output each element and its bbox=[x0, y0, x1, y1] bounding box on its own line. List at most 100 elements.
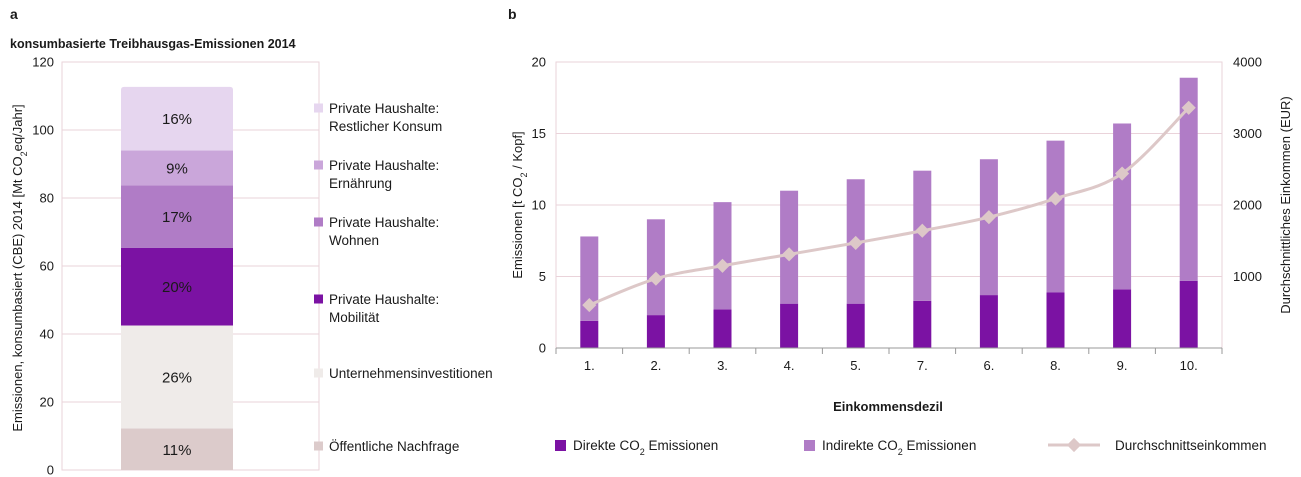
panel-a-bar-segment bbox=[121, 325, 233, 429]
panel-a-legend-swatch bbox=[314, 368, 323, 378]
panel-b-legend-label-direct: Direkte CO2 Emissionen bbox=[573, 438, 718, 457]
panel-a-legend-label: Private Haushalte: Ernährung bbox=[329, 158, 439, 191]
panel-a-y-tick-label: 20 bbox=[40, 395, 54, 410]
panel-b-x-tick-label: 2. bbox=[650, 358, 661, 373]
panel-a-bar-segment bbox=[121, 428, 233, 470]
panel-b-bar-direct bbox=[580, 320, 599, 348]
panel-a-title: konsumbasierte Treibhausgas-Emissionen 2… bbox=[10, 37, 296, 51]
panel-a-y-tick-label: 40 bbox=[40, 327, 54, 342]
panel-b-right-y-tick-label: 3000 bbox=[1233, 126, 1262, 141]
panel-a-legend-label: Private Haushalte: Wohnen bbox=[329, 215, 439, 248]
panel-b-x-tick-label: 5. bbox=[850, 358, 861, 373]
panel-b-left-y-tick-label: 5 bbox=[539, 269, 546, 284]
panel-b-bar-direct bbox=[1179, 280, 1198, 348]
panel-b-left-y-ticks: 0 5 10 15 20 bbox=[532, 55, 546, 356]
panel-b-x-tick-label: 8. bbox=[1050, 358, 1061, 373]
panel-b-bar-direct bbox=[979, 295, 998, 348]
panel-a-y-tick-label: 80 bbox=[40, 191, 54, 206]
panel-a-bar-segment bbox=[121, 86, 233, 151]
panel-b-x-tick-label: 10. bbox=[1180, 358, 1198, 373]
panel-b-income-point bbox=[715, 258, 730, 273]
panel-a-y-tick-label: 60 bbox=[40, 259, 54, 274]
panel-a-legend-label: Öffentliche Nachfrage bbox=[329, 439, 459, 454]
panel-b-income-line bbox=[582, 100, 1196, 313]
panel-b-bar-direct bbox=[646, 315, 665, 348]
panel-b-income-point bbox=[648, 271, 663, 286]
panel-b-x-axis-label: Einkommensdezil bbox=[833, 399, 943, 414]
panel-a-legend-label: Unternehmensinvestitionen bbox=[329, 366, 493, 381]
panel-b-bar-direct bbox=[1113, 289, 1132, 348]
panel-a-label: a bbox=[10, 6, 18, 22]
panel-b-legend: Direkte CO2 Emissionen Indirekte CO2 Emis… bbox=[555, 437, 1267, 457]
panel-a-bar-data-label: 16% bbox=[162, 111, 192, 128]
panel-a-stacked-bar: 11% 26% 20% 17% 9% 16% bbox=[121, 86, 233, 470]
panel-a-y-axis-label: Emissionen, konsumbasiert (CBE) 2014 [Mt… bbox=[10, 104, 29, 431]
panel-a-y-tick-label: 0 bbox=[47, 463, 54, 477]
panel-b-income-point bbox=[1181, 100, 1196, 115]
panel-b-bar-indirect bbox=[780, 190, 799, 304]
panel-b-left-y-tick-label: 20 bbox=[532, 55, 546, 70]
panel-a-bar-data-label: 17% bbox=[162, 209, 192, 226]
panel-a-legend-label: Private Haushalte: Mobilität bbox=[329, 292, 439, 325]
panel-b-label: b bbox=[508, 6, 517, 22]
panel-b-x-tick-label: 6. bbox=[983, 358, 994, 373]
panel-b-right-y-ticks: 1000 2000 3000 4000 bbox=[1233, 55, 1262, 285]
panel-b-legend-swatch-indirect bbox=[804, 440, 815, 451]
panel-a-legend: Private Haushalte: Restlicher Konsum Priva… bbox=[314, 101, 493, 454]
panel-b-x-tick-label: 7. bbox=[917, 358, 928, 373]
panel-b-bar-indirect bbox=[1113, 123, 1132, 290]
panel-b-bar-direct bbox=[1046, 292, 1065, 348]
panel-a-legend-swatch bbox=[314, 160, 323, 170]
panel-b-income-line-path bbox=[588, 106, 1190, 307]
panel-b-x-ticks: 1. 2. 3. 4. 5. 7. 6. 8. 9. 10. bbox=[555, 347, 1223, 373]
panel-b-income-point bbox=[848, 235, 863, 250]
panel-b-bar-indirect bbox=[1179, 77, 1198, 281]
panel-b-legend-label-income: Durchschnittseinkommen bbox=[1115, 438, 1267, 453]
panel-a-bar-segment bbox=[121, 150, 233, 186]
panel-b-legend-marker bbox=[1066, 437, 1082, 453]
panel-a-bar-data-label: 9% bbox=[166, 160, 188, 177]
panel-a-bar-data-label: 20% bbox=[162, 279, 192, 296]
panel-a-legend-swatch bbox=[314, 217, 323, 227]
panel-b-x-tick-label: 3. bbox=[717, 358, 728, 373]
panel-b-bar-direct bbox=[846, 303, 865, 348]
panel-b-bar-indirect bbox=[580, 236, 599, 321]
panel-a-bar-segment bbox=[121, 247, 233, 326]
panel-b-x-tick-label: 4. bbox=[784, 358, 795, 373]
panel-b-bars bbox=[580, 77, 1198, 348]
panel-b-bar-indirect bbox=[1046, 140, 1065, 293]
panel-b-right-y-tick-label: 1000 bbox=[1233, 269, 1262, 284]
panel-a-bar-segment bbox=[121, 185, 233, 248]
panel-b-income-point bbox=[1048, 191, 1063, 206]
panel-a-legend-label: Private Haushalte: Restlicher Konsum bbox=[329, 101, 442, 134]
panel-b-income-point bbox=[981, 210, 996, 225]
panel-b-x-tick-label: 1. bbox=[584, 358, 595, 373]
panel-b-left-y-tick-label: 0 bbox=[539, 341, 546, 356]
panel-b-legend-swatch-direct bbox=[555, 440, 566, 451]
panel-a-y-tick-label: 100 bbox=[32, 123, 54, 138]
panel-a-y-ticks: 0 20 40 60 80 100 120 bbox=[32, 55, 54, 477]
panel-b-bar-indirect bbox=[713, 202, 732, 310]
panel-b-right-y-axis-label: Durchschnittliches Einkommen (EUR) bbox=[1278, 96, 1293, 313]
panel-b-left-y-tick-label: 10 bbox=[532, 198, 546, 213]
panel-b-right-y-tick-label: 2000 bbox=[1233, 198, 1262, 213]
panel-b-x-tick-label: 9. bbox=[1117, 358, 1128, 373]
panel-b-income-point bbox=[782, 247, 797, 262]
panel-b-bar-indirect bbox=[979, 159, 998, 296]
panel-a-legend-swatch bbox=[314, 294, 323, 304]
panel-a-bar-data-label: 26% bbox=[162, 370, 192, 387]
panel-b-left-y-axis-label: Emissionen [t CO2 / Kopf] bbox=[510, 131, 529, 278]
panel-b-bar-direct bbox=[913, 300, 932, 348]
panel-b-income-point bbox=[915, 223, 930, 238]
panel-b-bar-indirect bbox=[646, 219, 665, 316]
panel-b-income-point bbox=[582, 298, 597, 313]
panel-a-bar-data-label: 11% bbox=[163, 442, 192, 459]
panel-b-bar-direct bbox=[780, 303, 799, 348]
panel-a-y-tick-label: 120 bbox=[32, 55, 54, 70]
panel-b-right-y-tick-label: 4000 bbox=[1233, 55, 1262, 70]
panel-b-bar-direct bbox=[713, 309, 732, 348]
panel-b-legend-label-indirect: Indirekte CO2 Emissionen bbox=[822, 438, 976, 457]
panel-b-left-y-tick-label: 15 bbox=[532, 126, 546, 141]
panel-a-legend-swatch bbox=[314, 103, 323, 113]
